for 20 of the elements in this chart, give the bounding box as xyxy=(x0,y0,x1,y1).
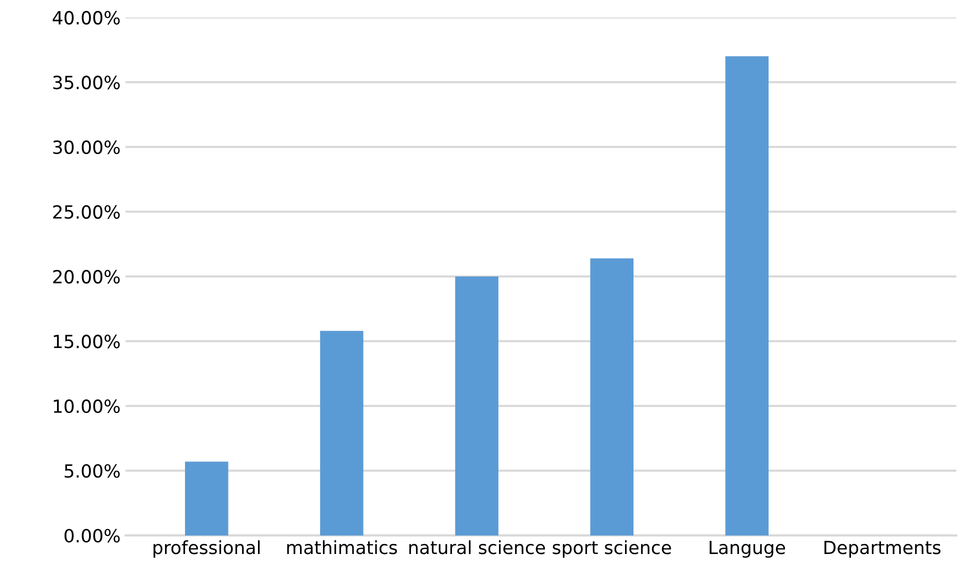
y-tick-label: 25.00% xyxy=(53,205,120,219)
y-tick-label: 20.00% xyxy=(53,270,120,284)
y-tick-label: 10.00% xyxy=(54,399,120,414)
x-tick-label: professional xyxy=(154,540,260,558)
bar xyxy=(320,330,364,536)
x-tick-label: Departments xyxy=(824,540,940,558)
y-tick-label: 0.00% xyxy=(64,528,120,543)
bar xyxy=(725,56,769,536)
y-tick-label: 5.00% xyxy=(64,464,120,478)
bar xyxy=(455,276,498,536)
bar xyxy=(590,258,634,536)
y-tick-label: 30.00% xyxy=(53,140,120,154)
x-tick-label: sport science xyxy=(552,540,671,558)
x-tick-label: mathimatics xyxy=(287,540,397,554)
y-tick-label: 40.00% xyxy=(52,10,120,25)
y-tick-label: 35.00% xyxy=(53,76,120,90)
y-tick-label: 15.00% xyxy=(54,334,120,348)
bar xyxy=(185,462,228,536)
x-tick-label: Languge xyxy=(710,540,786,558)
x-tick-label: natural science xyxy=(409,540,545,554)
